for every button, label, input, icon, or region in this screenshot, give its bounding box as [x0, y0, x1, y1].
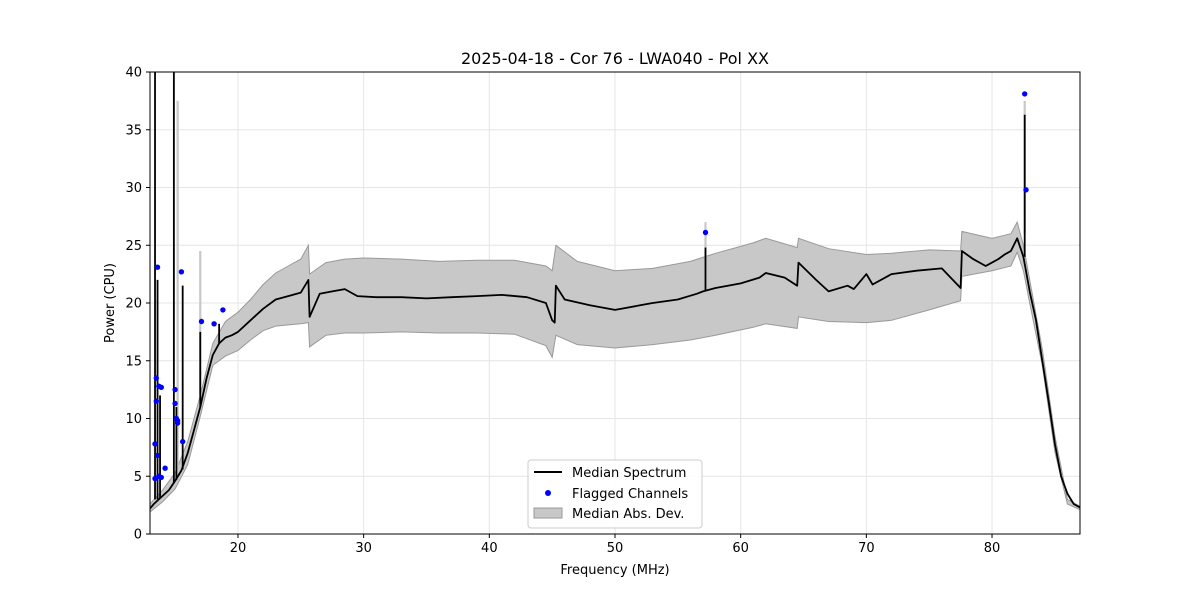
x-ticks: 20 30 40 50 60 70 80 [230, 534, 1001, 556]
x-tick-label: 40 [481, 541, 498, 556]
median-spectrum-line [149, 237, 1081, 510]
x-tick-label: 50 [607, 541, 624, 556]
y-tick-label: 10 [125, 412, 142, 427]
chart-title: 2025-04-18 - Cor 76 - LWA040 - Pol XX [461, 49, 769, 68]
flagged-point [154, 452, 161, 459]
flagged-point [158, 384, 164, 390]
flagged-point [1023, 187, 1029, 193]
legend-flagged-label: Flagged Channels [572, 487, 688, 502]
flagged-point [172, 400, 178, 407]
flagged-point [211, 321, 217, 327]
flagged-points-layer [152, 91, 1029, 482]
y-axis-label: Power (CPU) [103, 263, 118, 343]
flagged-point [158, 474, 164, 481]
flagged-point [172, 386, 178, 393]
legend-flagged-swatch [545, 490, 551, 496]
legend-mad-swatch [533, 507, 563, 519]
y-ticks: 0 5 10 15 20 25 30 35 40 [125, 66, 150, 543]
legend: Median Spectrum Flagged Channels Median … [527, 459, 703, 529]
flagged-point [154, 264, 161, 270]
y-tick-label: 30 [125, 181, 142, 196]
x-tick-label: 80 [984, 541, 1001, 556]
flagged-point [198, 318, 205, 325]
y-tick-label: 15 [125, 354, 142, 369]
y-tick-label: 20 [125, 297, 142, 312]
median-line-layer [149, 72, 1081, 510]
x-tick-label: 20 [230, 541, 247, 556]
x-tick-label: 60 [732, 541, 749, 556]
flagged-point [153, 398, 159, 404]
flagged-point [153, 375, 159, 381]
y-tick-label: 0 [134, 528, 142, 543]
flagged-point [180, 438, 186, 445]
legend-mad-label: Median Abs. Dev. [572, 507, 684, 522]
flagged-point [174, 418, 181, 424]
legend-median-label: Median Spectrum [572, 466, 686, 481]
flagged-point [152, 441, 158, 447]
x-tick-label: 70 [858, 541, 875, 556]
flagged-point [178, 269, 185, 275]
y-tick-label: 40 [125, 66, 142, 81]
flagged-point [162, 465, 168, 471]
y-tick-label: 5 [134, 470, 142, 485]
flagged-point [220, 307, 226, 313]
x-axis-label: Frequency (MHz) [560, 563, 669, 578]
flagged-point [1021, 91, 1028, 97]
legend-box [527, 459, 703, 529]
y-tick-label: 35 [125, 123, 142, 138]
x-tick-label: 30 [355, 541, 372, 556]
y-tick-label: 25 [125, 239, 142, 254]
flagged-point [702, 229, 709, 236]
